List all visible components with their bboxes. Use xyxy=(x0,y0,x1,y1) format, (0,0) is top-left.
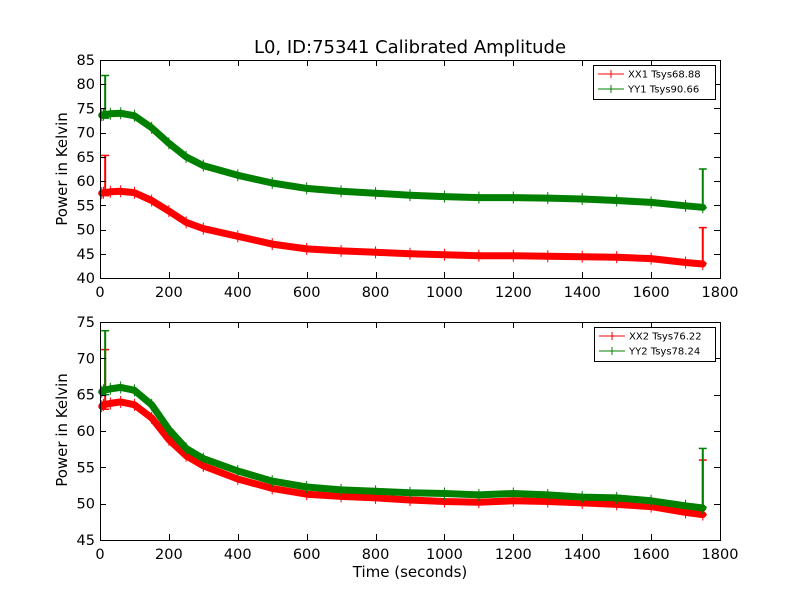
y-tick-label: 70 xyxy=(77,126,95,142)
x-tick-label: 400 xyxy=(224,547,252,563)
y-tick-label: 50 xyxy=(77,223,95,239)
plot-frame xyxy=(100,322,721,541)
x-tick-label: 1000 xyxy=(426,285,463,301)
legend-label-xx1: XX1 Tsys68.88 xyxy=(628,70,701,81)
x-tick-label: 1600 xyxy=(633,547,670,563)
series-band xyxy=(98,109,707,211)
x-tick-label: 200 xyxy=(155,547,183,563)
y-tick-label: 55 xyxy=(77,460,95,476)
y-tick-label: 65 xyxy=(77,388,95,404)
legend-entry-xx1: XX1 Tsys68.88 xyxy=(598,70,701,81)
x-axis-label: Time (seconds) xyxy=(352,563,468,581)
x-tick-label: 600 xyxy=(293,547,321,563)
y-tick-label: 85 xyxy=(77,53,95,69)
top-chart: L0, ID:75341 Calibrated Amplitude Power … xyxy=(53,37,738,301)
series-band xyxy=(98,383,707,512)
y-tick-label: 60 xyxy=(77,174,95,190)
x-tick-label: 0 xyxy=(95,285,104,301)
y-tick-label: 70 xyxy=(77,351,95,367)
legend-box xyxy=(593,65,716,100)
y-tick-label: 45 xyxy=(77,247,95,263)
x-tick-label: 600 xyxy=(293,285,321,301)
plot-area xyxy=(98,329,707,521)
x-tick-label: 1400 xyxy=(564,547,601,563)
x-tick-label: 1200 xyxy=(495,285,532,301)
x-tick-label: 800 xyxy=(362,285,390,301)
y-tick-label: 80 xyxy=(77,77,95,93)
x-tick-label: 800 xyxy=(362,547,390,563)
chart-title: L0, ID:75341 Calibrated Amplitude xyxy=(254,37,566,58)
x-tick-label: 400 xyxy=(224,285,252,301)
legend-entry-yy1: YY1 Tsys90.66 xyxy=(598,85,699,96)
y-tick-label: 75 xyxy=(77,315,95,331)
y-axis-label: Power in Kelvin xyxy=(53,112,71,226)
legend: XX2 Tsys76.22 YY2 Tsys78.24 xyxy=(594,327,716,362)
y-tick-label: 65 xyxy=(77,150,95,166)
x-tick-label: 1200 xyxy=(495,547,532,563)
x-tick-label: 1400 xyxy=(564,285,601,301)
series-yy2 xyxy=(98,329,707,515)
bottom-chart: Time (seconds) Power in Kelvin 0 200 400 60… xyxy=(53,315,738,581)
y-tick-label: 45 xyxy=(77,533,95,549)
x-tick-label: 200 xyxy=(155,285,183,301)
series-xx1 xyxy=(98,154,707,270)
legend: XX1 Tsys68.88 YY1 Tsys90.66 xyxy=(593,65,716,100)
x-tick-label: 1000 xyxy=(426,547,463,563)
legend-label-yy2: YY2 Tsys78.24 xyxy=(628,347,700,358)
legend-label-yy1: YY1 Tsys90.66 xyxy=(627,85,699,96)
y-tick-label: 40 xyxy=(77,271,95,287)
x-tick-label: 1800 xyxy=(702,547,739,563)
x-tick-label: 0 xyxy=(95,547,104,563)
y-tick-label: 50 xyxy=(77,497,95,513)
legend-label-xx2: XX2 Tsys76.22 xyxy=(629,332,702,343)
plot-frame xyxy=(100,60,721,279)
legend-box xyxy=(594,327,716,362)
legend-entry-yy2: YY2 Tsys78.24 xyxy=(599,347,700,358)
y-tick-label: 55 xyxy=(77,198,95,214)
legend-entry-xx2: XX2 Tsys76.22 xyxy=(599,332,702,343)
x-tick-label: 1800 xyxy=(702,285,739,301)
x-tick-label: 1600 xyxy=(633,285,670,301)
series-band xyxy=(98,398,707,519)
y-tick-label: 75 xyxy=(77,101,95,117)
plot-area xyxy=(98,74,707,270)
y-axis-label: Power in Kelvin xyxy=(53,373,71,487)
series-band xyxy=(98,187,707,268)
y-tick-label: 60 xyxy=(77,424,95,440)
series-yy1 xyxy=(98,74,707,214)
